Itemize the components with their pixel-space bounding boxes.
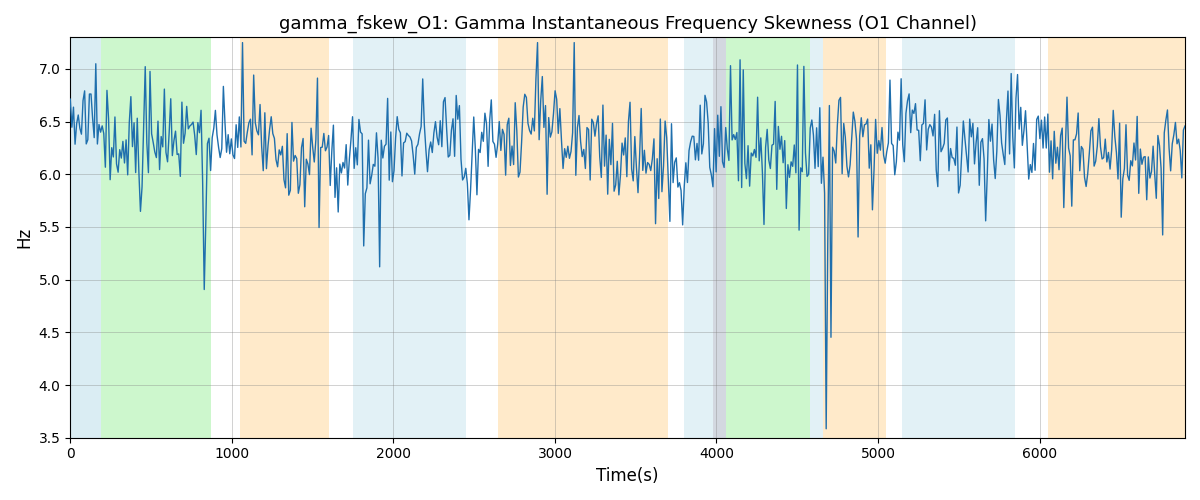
Bar bbox=[902, 38, 1015, 438]
Bar bbox=[498, 38, 668, 438]
Bar bbox=[726, 38, 810, 438]
Bar bbox=[101, 38, 211, 438]
Bar bbox=[71, 38, 101, 438]
Bar bbox=[810, 38, 823, 438]
Bar bbox=[713, 38, 726, 438]
Bar bbox=[1048, 38, 1186, 438]
Bar bbox=[823, 38, 886, 438]
Y-axis label: Hz: Hz bbox=[16, 227, 34, 248]
Bar bbox=[240, 38, 329, 438]
Bar bbox=[684, 38, 713, 438]
Bar bbox=[353, 38, 466, 438]
X-axis label: Time(s): Time(s) bbox=[596, 467, 659, 485]
Title: gamma_fskew_O1: Gamma Instantaneous Frequency Skewness (O1 Channel): gamma_fskew_O1: Gamma Instantaneous Freq… bbox=[278, 15, 977, 34]
